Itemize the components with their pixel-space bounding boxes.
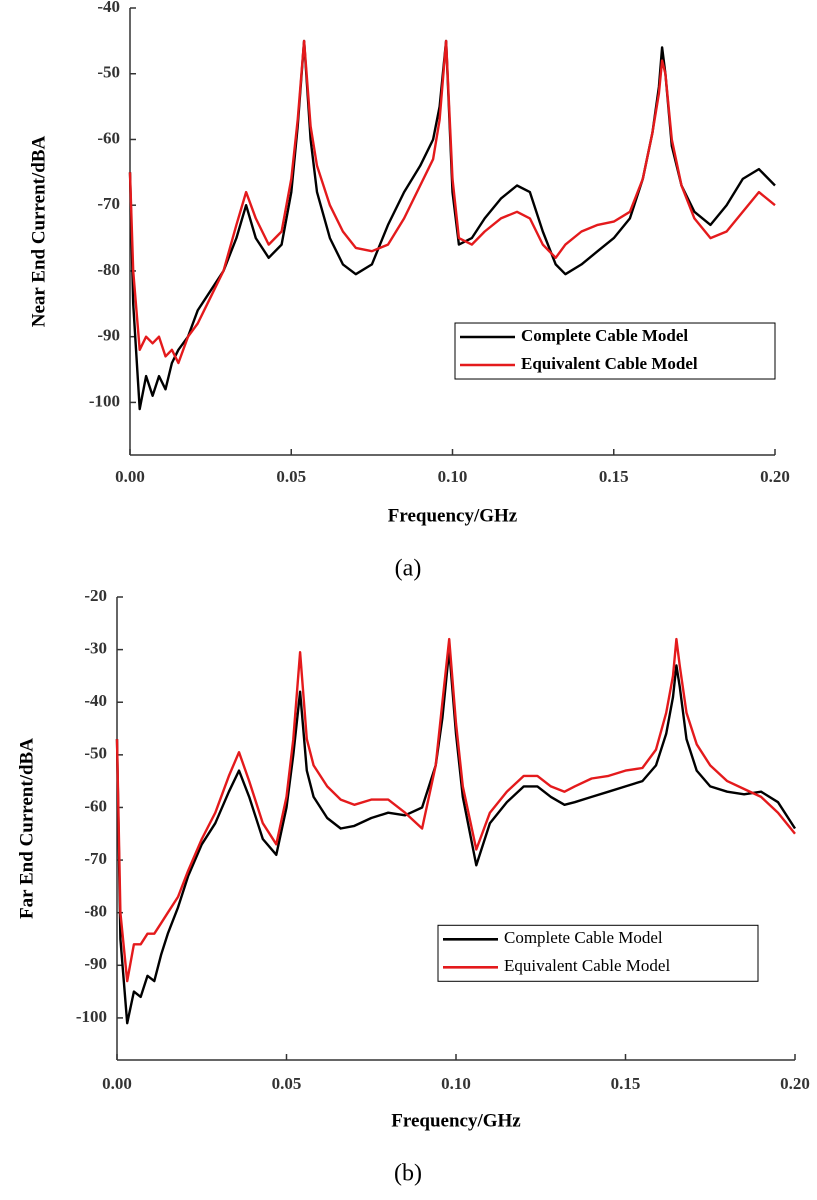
x-tick-label: 0.00 <box>102 1074 132 1093</box>
y-tick-label: -20 <box>84 586 107 605</box>
y-axis-label: Near End Current/dBA <box>28 136 49 328</box>
series-line <box>115 637 796 983</box>
y-tick-label: -100 <box>89 391 120 410</box>
x-tick-label: 0.05 <box>276 467 306 486</box>
x-tick-label: 0.15 <box>599 467 629 486</box>
y-tick-label: -80 <box>84 902 107 921</box>
y-tick-label: -60 <box>97 128 120 147</box>
x-tick-label: 0.05 <box>272 1074 302 1093</box>
y-tick-label: -90 <box>84 954 107 973</box>
y-tick-label: -90 <box>97 326 120 345</box>
y-tick-label: -70 <box>84 849 107 868</box>
y-tick-label: -60 <box>84 796 107 815</box>
y-tick-label: -50 <box>84 744 107 763</box>
series-line <box>128 39 776 365</box>
legend-label: Complete Cable Model <box>504 928 663 947</box>
x-tick-label: 0.10 <box>438 467 468 486</box>
legend: Complete Cable Model Equivalent Cable Mod… <box>437 924 759 982</box>
series-line <box>115 648 797 1025</box>
legend-box <box>437 924 759 982</box>
legend-box <box>454 322 776 380</box>
y-tick-label: -100 <box>76 1007 107 1026</box>
x-tick-label: 0.20 <box>760 467 790 486</box>
y-tick-label: -40 <box>84 691 107 710</box>
y-tick-label: -40 <box>97 0 120 16</box>
legend-label: Complete Cable Model <box>521 326 688 345</box>
x-axis-label: Frequency/GHz <box>388 505 518 526</box>
y-tick-label: -30 <box>84 639 107 658</box>
subfigure-label: (a) <box>395 556 422 582</box>
x-tick-label: 0.15 <box>611 1074 641 1093</box>
subfigure-label: (b) <box>394 1161 422 1187</box>
x-tick-label: 0.10 <box>441 1074 471 1093</box>
y-axis-label: Far End Current/dBA <box>16 738 37 919</box>
x-tick-label: 0.20 <box>780 1074 810 1093</box>
legend-label: Equivalent Cable Model <box>521 354 698 373</box>
x-axis-label: Frequency/GHz <box>391 1110 521 1131</box>
x-tick-label: 0.00 <box>115 467 145 486</box>
y-tick-label: -70 <box>97 194 120 213</box>
y-tick-label: -50 <box>97 63 120 82</box>
y-tick-label: -80 <box>97 260 120 279</box>
legend-label: Equivalent Cable Model <box>504 956 670 975</box>
legend: Complete Cable Model Equivalent Cable Mod… <box>454 322 776 380</box>
